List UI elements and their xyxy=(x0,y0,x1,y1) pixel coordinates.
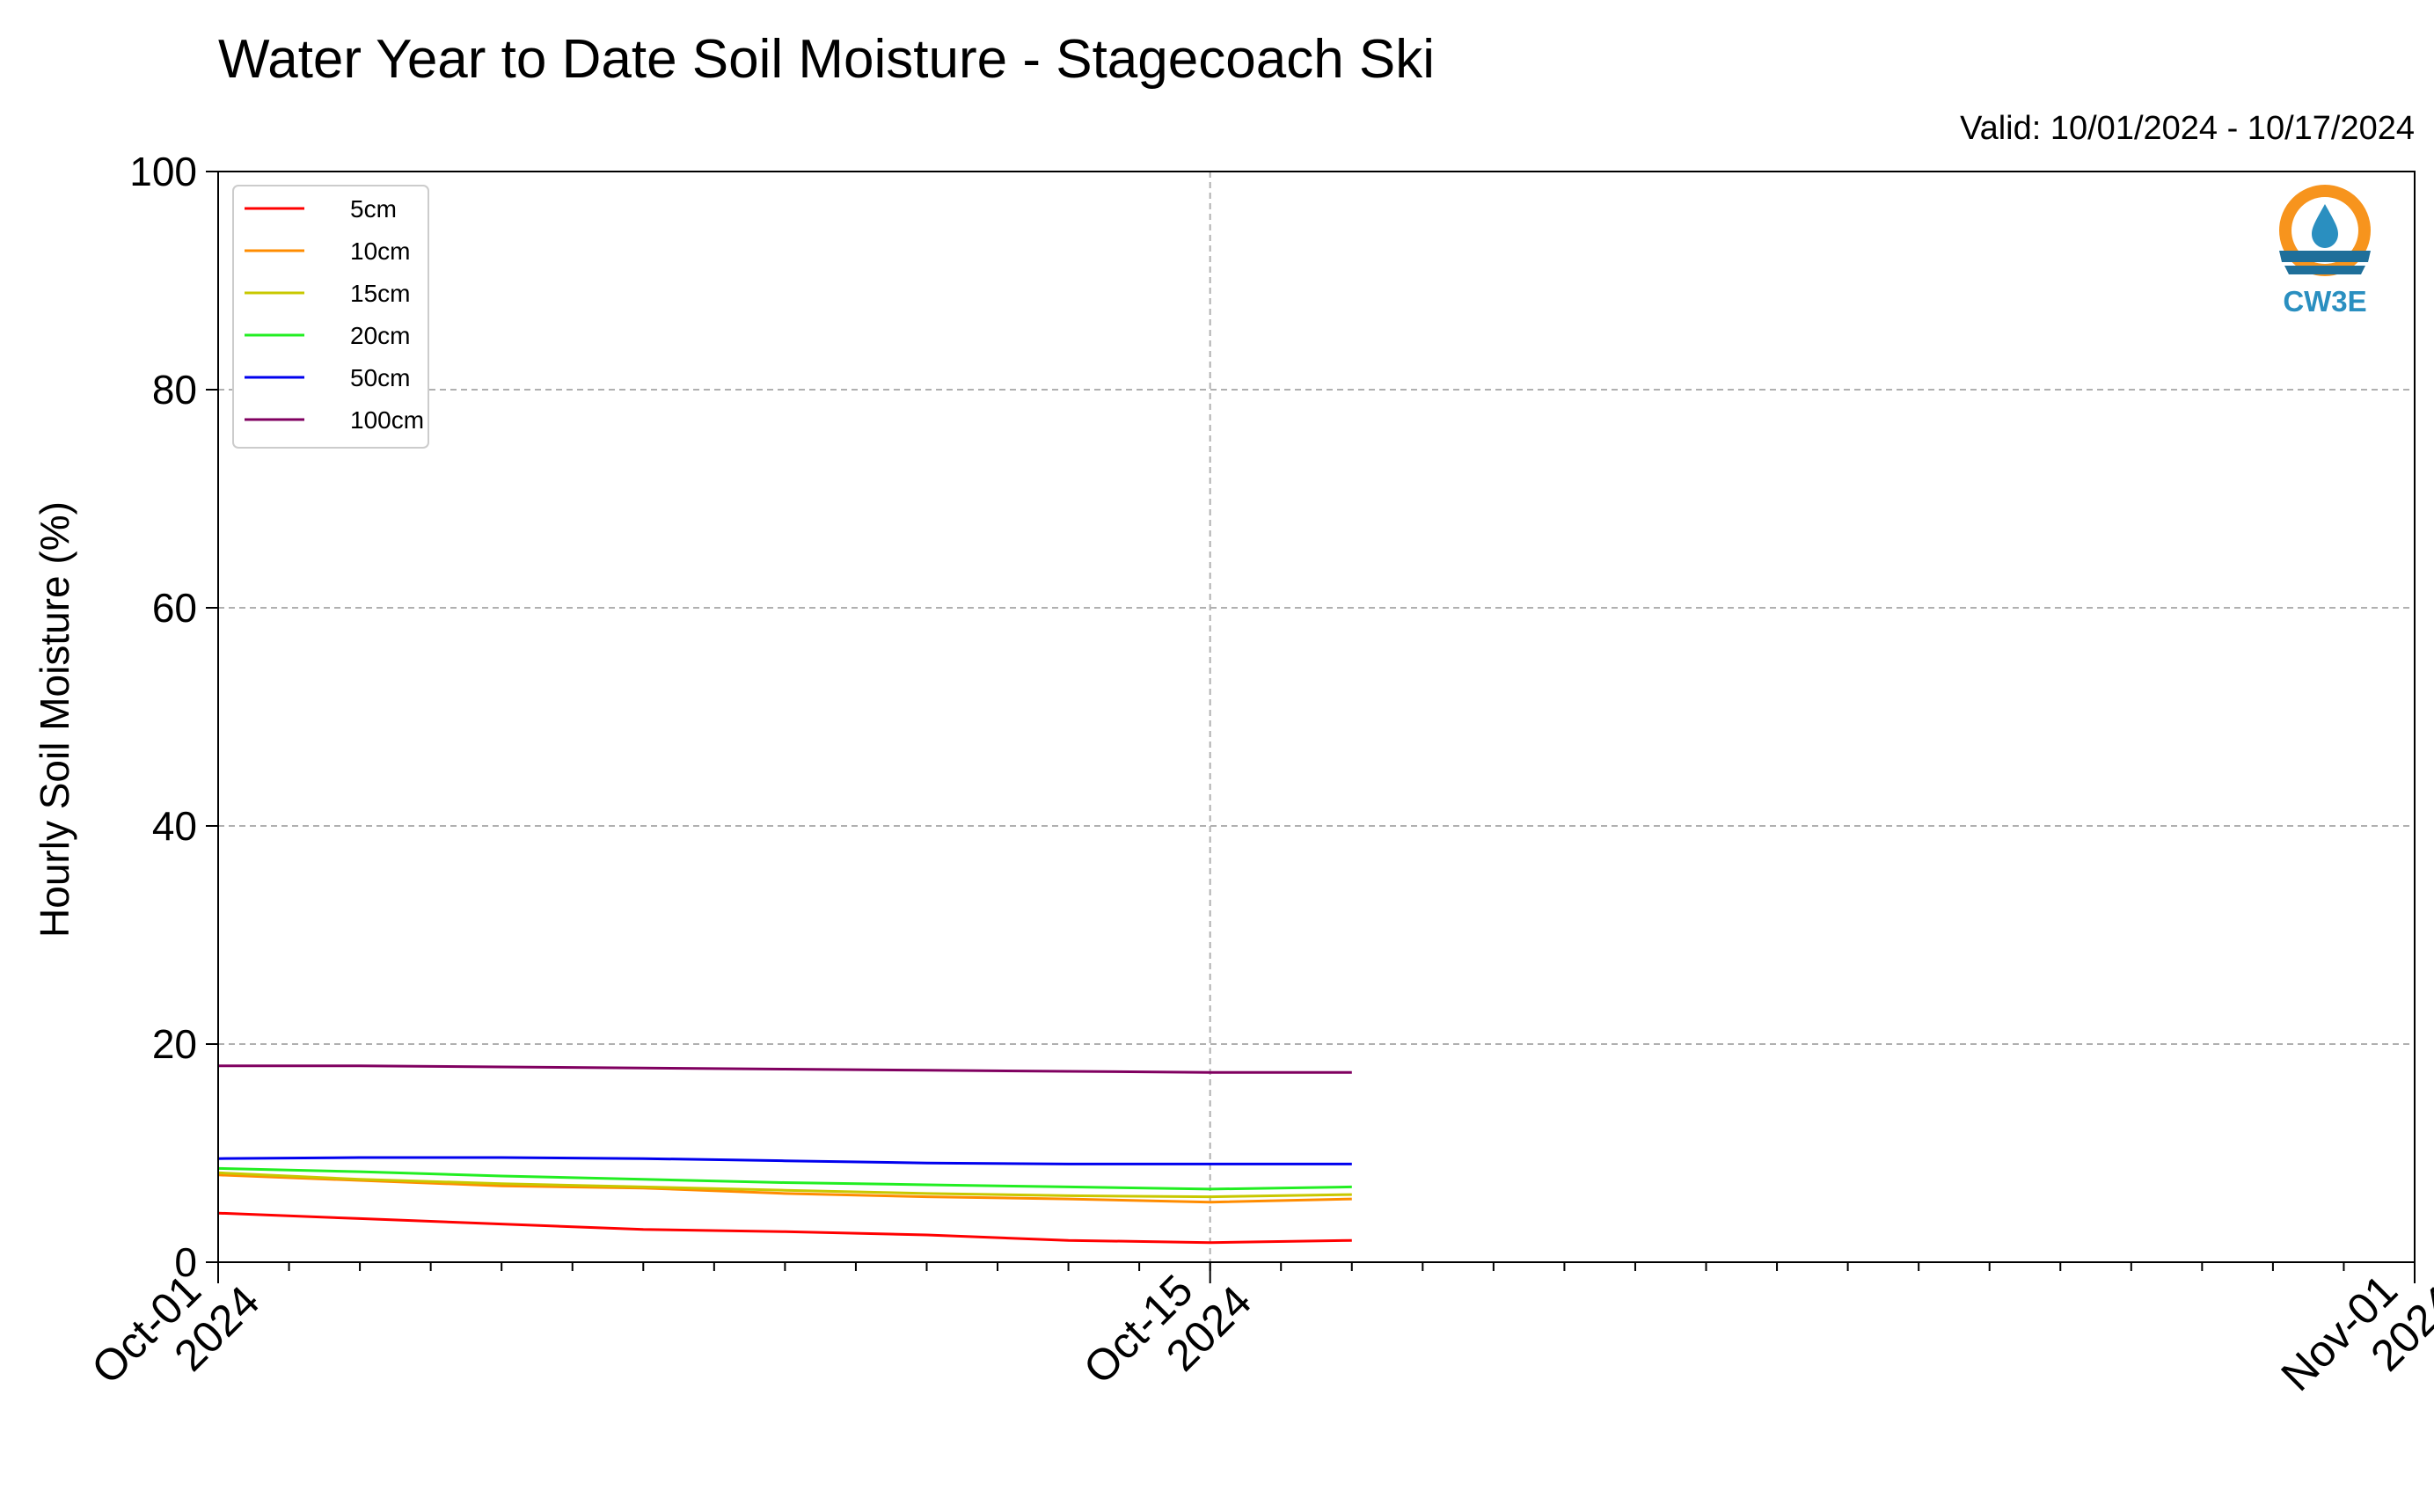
legend-label-100cm: 100cm xyxy=(350,406,424,434)
legend-label-50cm: 50cm xyxy=(350,364,410,391)
series-line-5cm xyxy=(217,1211,1352,1245)
y-tick-label: 0 xyxy=(174,1239,197,1285)
water-drop-icon xyxy=(2312,204,2338,248)
legend-label-20cm: 20cm xyxy=(350,322,410,349)
logo-wave-icon xyxy=(2279,251,2371,262)
legend-label-15cm: 15cm xyxy=(350,280,410,307)
chart-title: Water Year to Date Soil Moisture - Stage… xyxy=(218,29,1435,90)
y-tick-label: 100 xyxy=(129,149,197,194)
valid-range: Valid: 10/01/2024 - 10/17/2024 xyxy=(1960,110,2415,147)
logo-text: CW3E xyxy=(2283,285,2366,318)
y-axis-label: Hourly Soil Moisture (%) xyxy=(32,501,77,938)
legend-label-5cm: 5cm xyxy=(350,195,397,223)
axis-ticks xyxy=(206,171,2416,1283)
plot-frame xyxy=(217,171,2416,1263)
grid-lines xyxy=(218,172,2415,1262)
cw3e-logo: CW3E xyxy=(2279,185,2371,318)
series-line-20cm xyxy=(217,1166,1352,1191)
y-tick-label: 60 xyxy=(152,585,197,631)
y-tick-label: 80 xyxy=(152,367,197,413)
series-layer xyxy=(217,1064,1352,1245)
legend: 5cm 10cm 15cm 20cm 50cm 100cm xyxy=(232,185,429,449)
y-tick-label: 20 xyxy=(152,1021,197,1067)
y-tick-labels: 0 20 40 60 80 100 xyxy=(129,149,197,1285)
legend-label-10cm: 10cm xyxy=(350,237,410,265)
y-tick-label: 40 xyxy=(152,803,197,849)
logo-wave-icon-2 xyxy=(2284,266,2365,274)
